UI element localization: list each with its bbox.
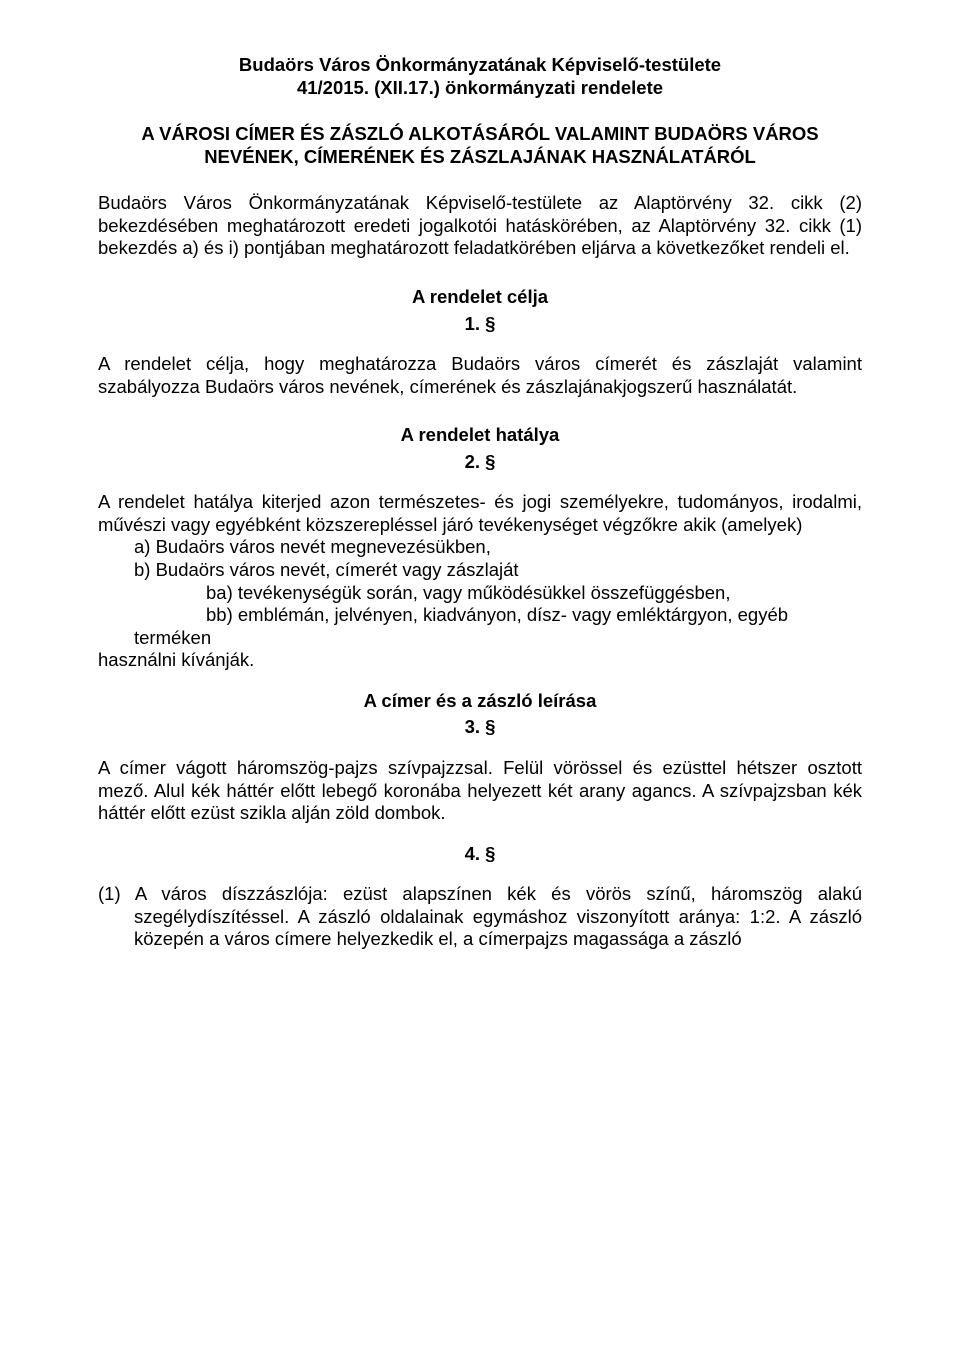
title-line-2: 41/2015. (XII.17.) önkormányzati rendele…	[98, 77, 862, 100]
section-2-item-b: b) Budaörs város nevét, címerét vagy zás…	[98, 559, 862, 582]
section-2-heading: A rendelet hatálya	[98, 424, 862, 447]
preamble-paragraph: Budaörs Város Önkormányzatának Képviselő…	[98, 192, 862, 260]
document-title: Budaörs Város Önkormányzatának Képviselő…	[98, 54, 862, 99]
section-1-number: 1. §	[98, 313, 862, 336]
section-3-number: 3. §	[98, 716, 862, 739]
section-2-term: terméken	[98, 627, 862, 650]
section-2-item-ba: ba) tevékenységük során, vagy működésükk…	[98, 582, 862, 605]
section-2-intro: A rendelet hatálya kiterjed azon termész…	[98, 491, 862, 536]
section-1-heading: A rendelet célja	[98, 286, 862, 309]
section-2-item-a: a) Budaörs város nevét megnevezésükben,	[98, 536, 862, 559]
section-1-body: A rendelet célja, hogy meghatározza Buda…	[98, 353, 862, 398]
section-2-number: 2. §	[98, 451, 862, 474]
document-subtitle: A VÁROSI CÍMER ÉS ZÁSZLÓ ALKOTÁSÁRÓL VAL…	[98, 123, 862, 168]
section-2-outro: használni kívánják.	[98, 649, 862, 672]
title-line-1: Budaörs Város Önkormányzatának Képviselő…	[98, 54, 862, 77]
section-2-item-bb: bb) emblémán, jelvényen, kiadványon, dís…	[98, 604, 862, 627]
section-3-heading: A címer és a zászló leírása	[98, 690, 862, 713]
section-3-body: A címer vágott háromszög-pajzs szívpajzz…	[98, 757, 862, 825]
section-4-body: (1) A város díszzászlója: ezüst alapszín…	[98, 883, 862, 951]
subtitle-line-2: NEVÉNEK, CÍMERÉNEK ÉS ZÁSZLAJÁNAK HASZNÁ…	[98, 146, 862, 169]
subtitle-line-1: A VÁROSI CÍMER ÉS ZÁSZLÓ ALKOTÁSÁRÓL VAL…	[98, 123, 862, 146]
section-4-number: 4. §	[98, 843, 862, 866]
